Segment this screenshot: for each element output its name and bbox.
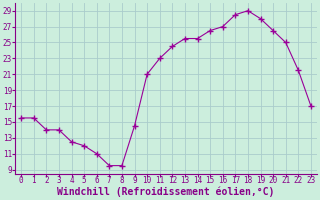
X-axis label: Windchill (Refroidissement éolien,°C): Windchill (Refroidissement éolien,°C) [57,187,275,197]
